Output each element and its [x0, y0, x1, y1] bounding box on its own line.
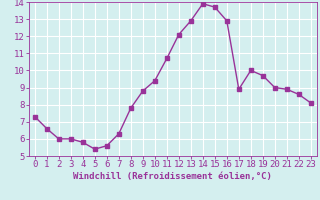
X-axis label: Windchill (Refroidissement éolien,°C): Windchill (Refroidissement éolien,°C)	[73, 172, 272, 181]
